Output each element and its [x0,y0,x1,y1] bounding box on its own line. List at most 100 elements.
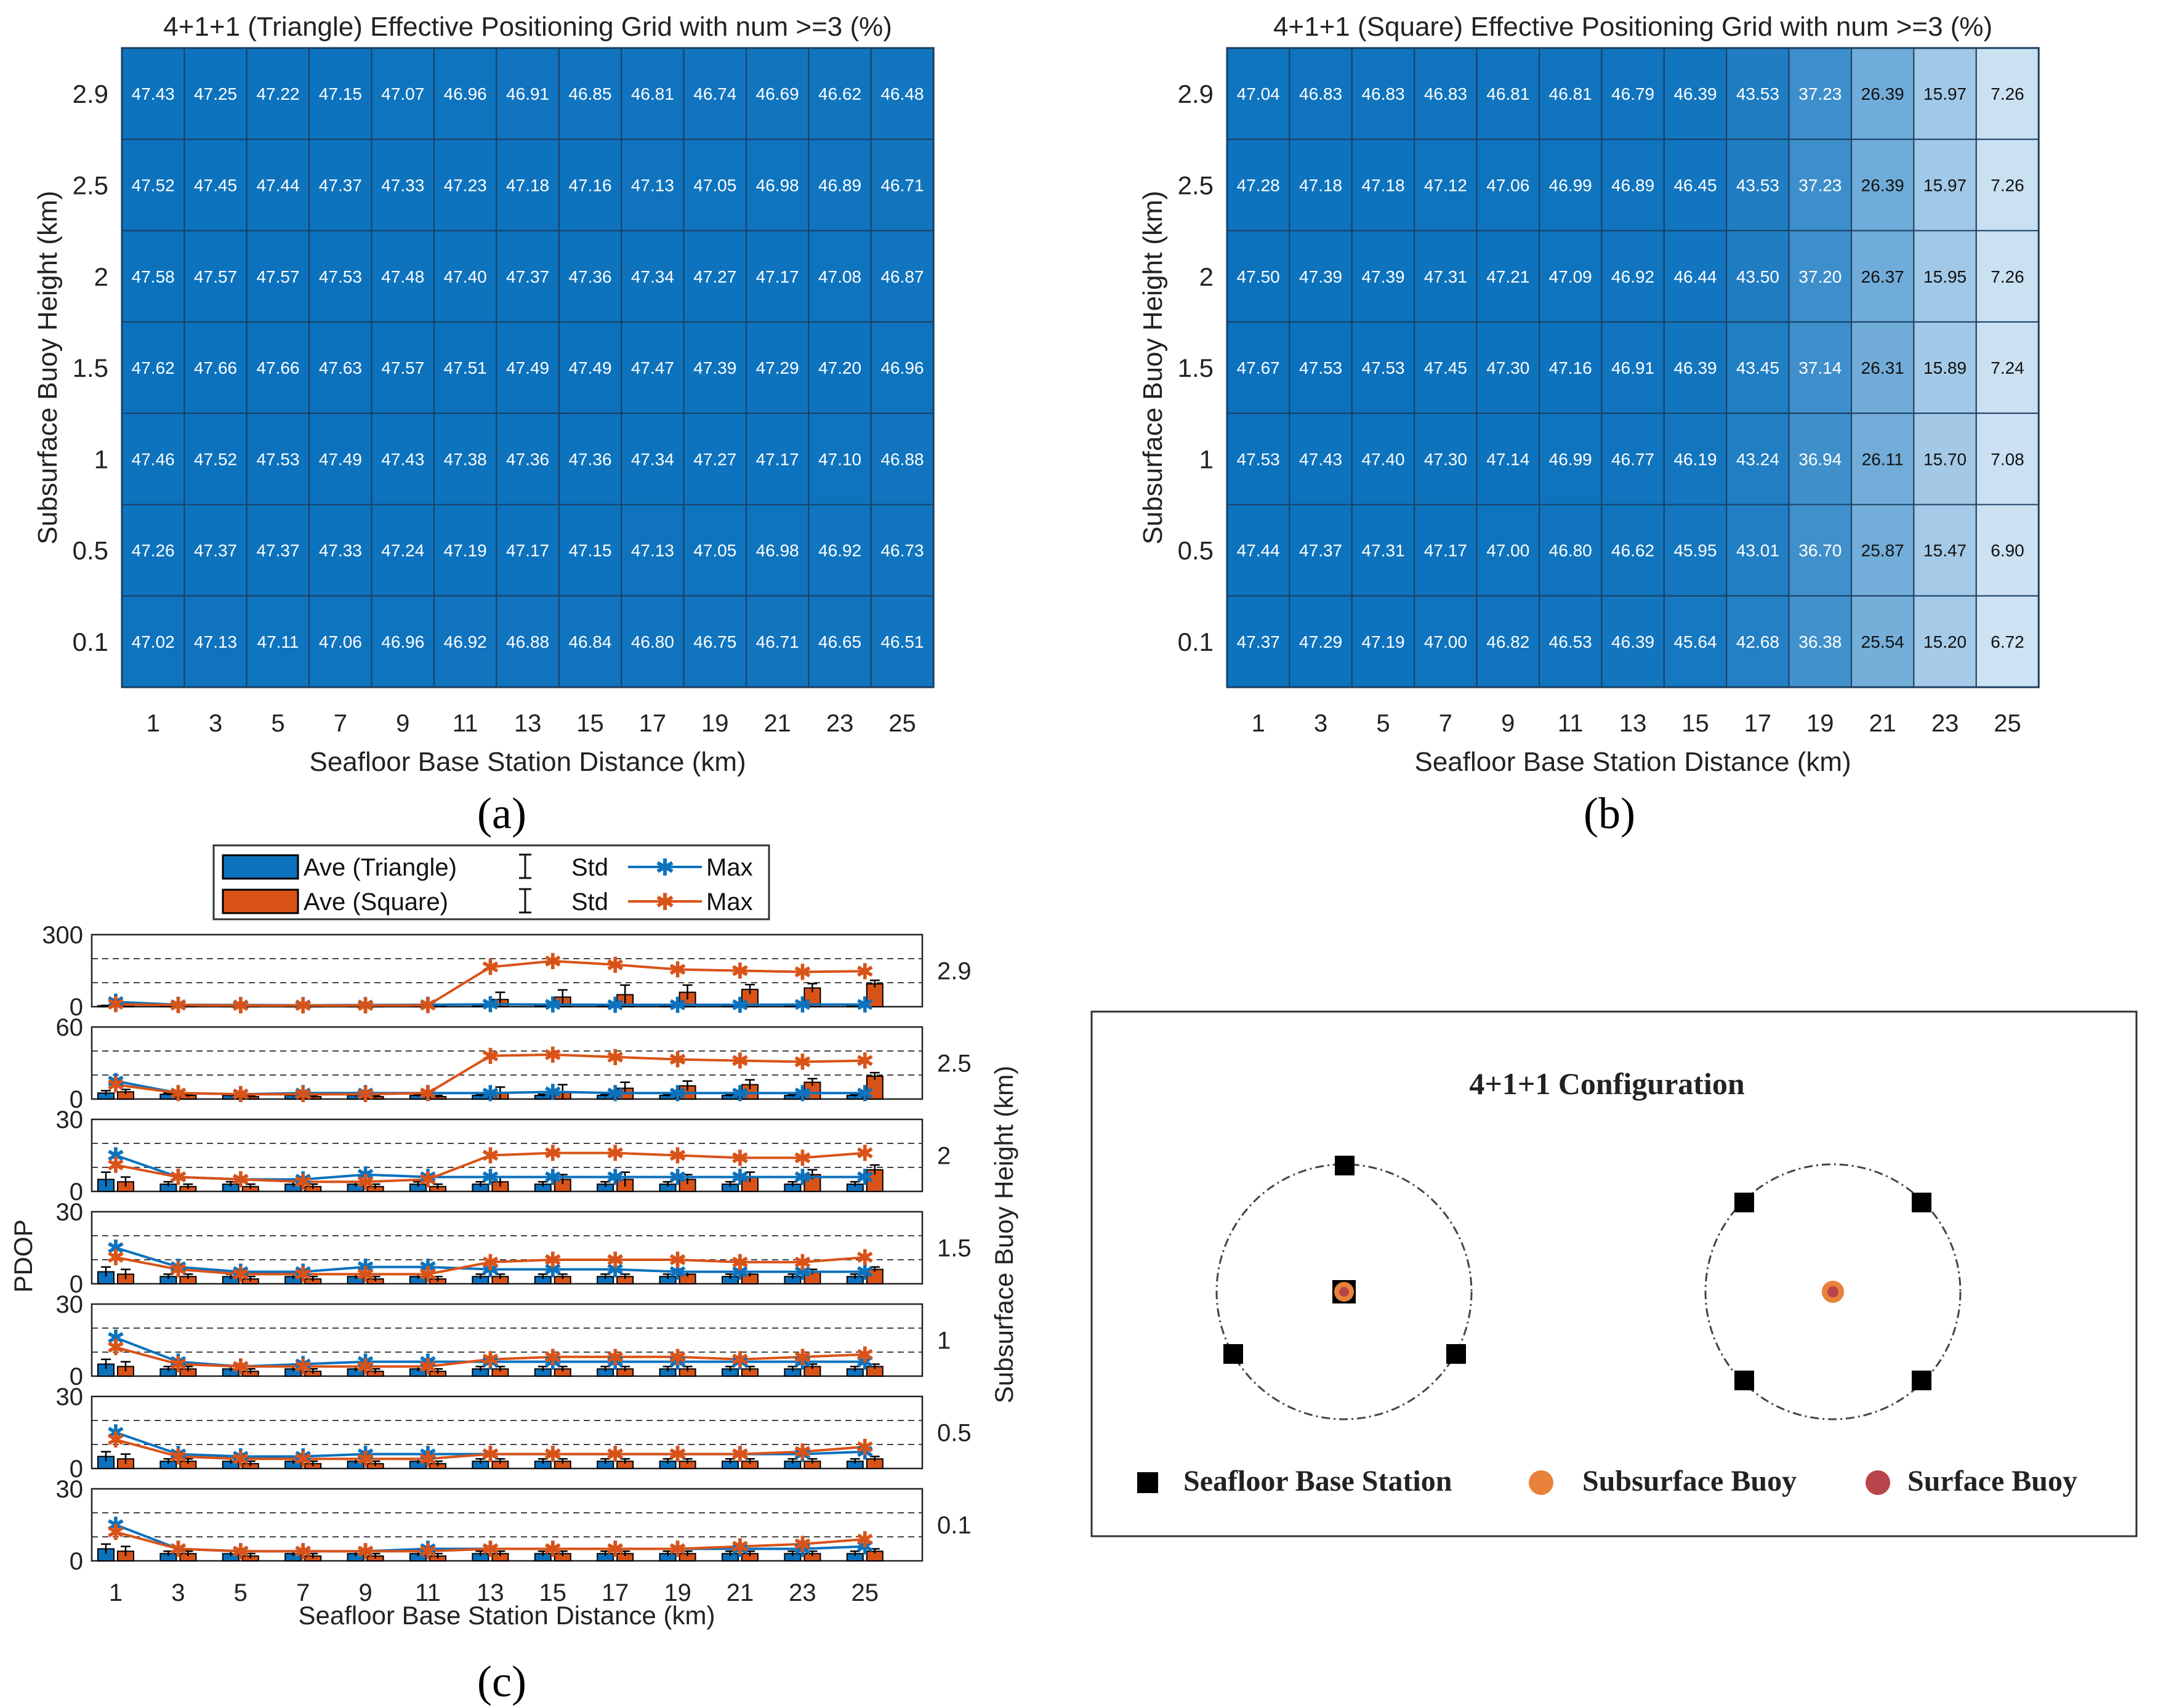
cell-value-label: 46.44 [1673,267,1717,286]
heatmap-cell [1663,139,1728,232]
cell-value-label: 46.83 [1361,84,1404,103]
y-tick-label: 2.9 [1178,79,1214,108]
x-tick-label: 1 [147,710,160,737]
triangle-max-point: ✱ [793,992,811,1017]
square-max-point: ✱ [419,1081,437,1106]
y-tick-label: 0.1 [73,627,108,656]
cell-value-label: 43.45 [1736,358,1779,377]
y-tick-label: 0 [70,994,83,1021]
heatmap-cell [1663,321,1728,414]
heatmap-cell [1913,321,1977,414]
cell-value-label: 47.46 [132,449,175,469]
triangle-max-point: ✱ [419,1165,437,1190]
cell-value-label: 47.53 [319,267,362,286]
y-tick-label: 30 [56,1199,84,1226]
heatmap-cell [1851,139,1915,232]
triangle-std-errorbar [163,1181,174,1187]
heatmap-cell [558,47,622,140]
heatmap-cell [1414,139,1478,232]
square-max-point: ✱ [481,1347,499,1372]
heatmap-cell [1351,139,1415,232]
x-tick-label: 11 [453,710,478,737]
cell-value-label: 36.94 [1798,449,1842,469]
heatmap-cell [1663,413,1728,506]
x-tick-label: 13 [1619,710,1647,737]
square-std-errorbar [245,1460,256,1467]
cell-value-label: 46.91 [1611,358,1654,377]
square-std-errorbar [557,1550,568,1557]
square-std-errorbar [745,1550,755,1557]
square-std-errorbar [682,1550,693,1557]
triangle-std-errorbar [850,1273,860,1279]
y-tick-label: 30 [56,1291,84,1318]
legend-label: Max [706,888,753,916]
cell-value-label: 47.11 [257,632,299,651]
cell-value-label: 47.36 [568,267,611,286]
heatmap-cell [746,595,810,688]
heatmap-cell [1663,595,1728,688]
triangle-std-errorbar [787,1458,798,1464]
heatmap-cell [1351,413,1415,506]
cell-value-label: 43.50 [1736,267,1779,286]
cell-value-label: 47.40 [1361,449,1404,469]
heatmap-cell [121,139,185,232]
heatmap-cell [496,413,560,506]
x-tick-label: 17 [1744,710,1772,737]
triangle-max-point: ✱ [232,1539,250,1564]
subsurface-height-label: 2.9 [937,958,972,985]
triangle-std-errorbar [662,1366,673,1372]
triangle-max-point: ✱ [731,1260,749,1285]
square-std-errorbar [620,1458,630,1464]
triangle-max-point: ✱ [356,1350,375,1375]
triangle-max-point: ✱ [731,1165,749,1190]
triangle-max-point: ✱ [169,1537,187,1562]
x-tick-label: 1 [1252,710,1265,737]
cell-value-label: 46.80 [1549,541,1592,560]
cell-value-label: 46.92 [818,541,861,560]
heatmap-cell [1975,504,2040,597]
square-max-point: ✱ [669,1247,687,1273]
square-std-errorbar [183,1273,193,1279]
cell-value-label: 46.74 [693,84,736,103]
cell-value-label: 47.18 [1299,175,1342,195]
triangle-max-point: ✱ [294,1444,312,1470]
square-max-point: ✱ [481,1250,499,1275]
subsurface-height-label: 2.5 [937,1050,972,1078]
triangle-std-errorbar [787,1366,798,1372]
triangle-std-errorbar [163,1366,174,1372]
heatmap-cell [1414,595,1478,688]
diagram-title: 4+1+1 Configuration [1469,1066,1744,1101]
legend-triangle-swatch [222,854,299,880]
cell-value-label: 43.53 [1736,84,1779,103]
cell-value-label: 46.62 [818,84,861,103]
triangle-max-point: ✱ [856,1165,874,1190]
triangle-max-point: ✱ [169,993,187,1018]
square-max-point: ✱ [544,1141,562,1166]
cell-value-label: 26.37 [1861,267,1904,286]
cell-value-label: 46.65 [818,632,861,651]
square-max-point: ✱ [856,1527,874,1552]
triangle-std-errorbar [163,1550,174,1557]
triangle-max-point: ✱ [356,1442,375,1467]
cell-value-label: 47.37 [1237,632,1280,651]
triangle-std-errorbar [537,1366,548,1372]
triangle-std-errorbar [101,1451,111,1462]
heatmap-cell [1975,139,2040,232]
x-tick-label: 5 [1376,710,1390,737]
x-tick-label: 19 [701,710,729,737]
x-tick-label: 25 [852,1579,879,1606]
cell-value-label: 47.53 [1299,358,1342,377]
triangle-max-point: ✱ [481,1350,499,1375]
cell-value-label: 46.19 [1673,449,1717,469]
square-std-errorbar [557,1366,568,1372]
heatmap-cell [1913,230,1977,323]
heatmap-cell [870,230,935,323]
heatmap-cell [371,504,435,597]
square-std-errorbar [682,1080,693,1091]
heatmap-cell [246,413,310,506]
cell-value-label: 46.92 [1611,267,1654,286]
heatmap-cell [246,504,310,597]
cell-value-label: 47.29 [756,358,799,377]
x-tick-label: 5 [271,710,284,737]
